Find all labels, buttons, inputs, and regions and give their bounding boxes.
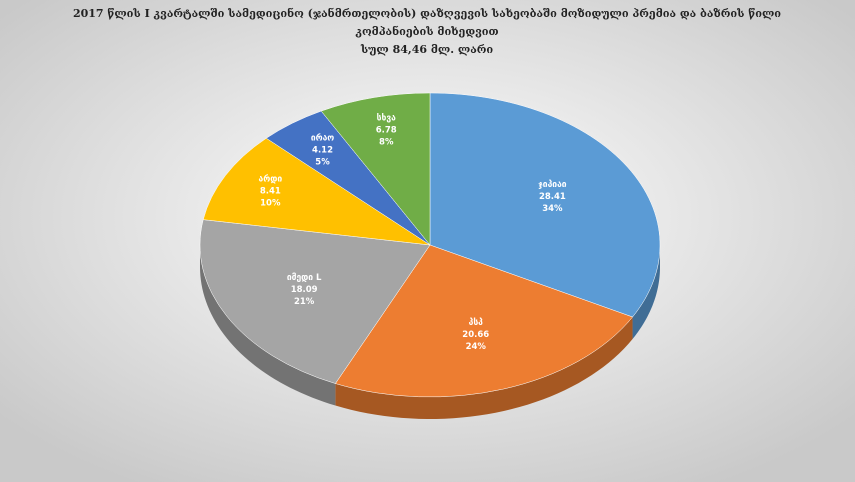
slice (320, 92, 431, 246)
slice-share: 21% (294, 297, 315, 307)
slice-value: 4.12 (312, 146, 333, 156)
slice-share: 8% (379, 138, 394, 148)
slice-label: პსპ (469, 318, 484, 328)
slice (199, 219, 431, 384)
slice-label: სხვა (377, 114, 396, 124)
chart-title: სულ 84,46 მლ. ლარი (360, 43, 494, 56)
slice-side (335, 317, 633, 419)
slice-value: 8.41 (260, 186, 281, 196)
chart-title: 2017 წლის I კვარტალში სამედიცინო (ჯანმრთ… (73, 7, 781, 20)
slice-label: ირაო (311, 133, 334, 144)
slice-value: 20.66 (462, 330, 489, 340)
slice-side (632, 245, 660, 340)
slice-side (200, 245, 336, 406)
slice-share: 34% (542, 204, 563, 214)
slice-label: არდი (259, 173, 283, 184)
chart-title: კომპანიების მიხედვით (355, 25, 498, 38)
slice (334, 244, 633, 398)
slice-share: 5% (315, 158, 330, 168)
slice-share: 24% (466, 342, 487, 352)
slice (202, 137, 431, 246)
slice (429, 92, 661, 318)
slice-label: იმედი L (287, 273, 322, 283)
slice-value: 6.78 (376, 126, 397, 136)
slice-value: 28.41 (539, 192, 566, 202)
slice-label: ჯიპიაი (538, 180, 567, 190)
slice-share: 10% (260, 198, 281, 208)
slice-value: 18.09 (291, 285, 318, 295)
